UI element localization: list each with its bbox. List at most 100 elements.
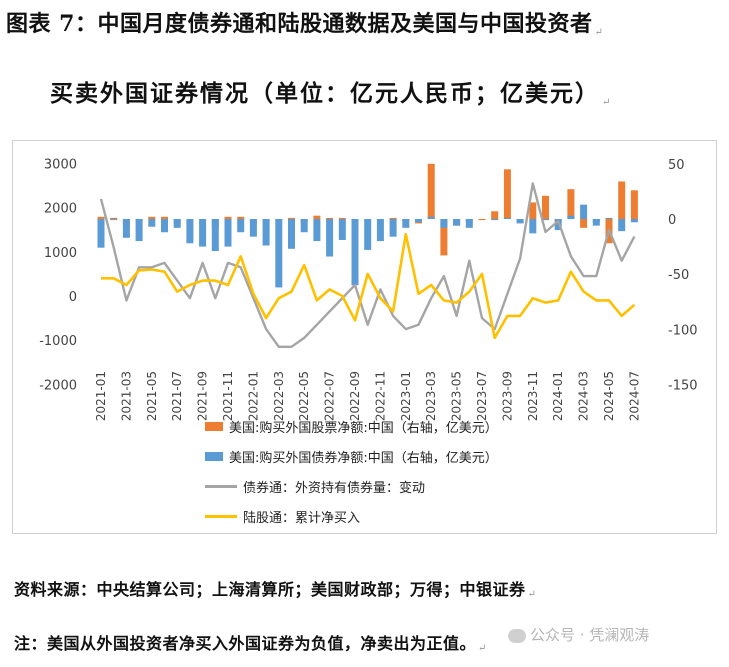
watermark: 公众号 · 凭澜观涛 bbox=[508, 624, 649, 645]
chart-container: 3000 2000 1000 0 -1000 -2000 50 0 -50 -100 -150 202… bbox=[12, 140, 717, 534]
y-right-tick-label: -50 bbox=[668, 268, 689, 283]
x-tick-label: 2022-03 bbox=[272, 371, 286, 421]
bond-bar bbox=[110, 217, 118, 219]
bond-bar bbox=[389, 219, 397, 237]
bond-bar bbox=[237, 219, 245, 233]
legend-item-bonds: 美国:购买外国债券净额:中国（右轴，亿美元） bbox=[205, 441, 498, 471]
paragraph-mark: ↵ bbox=[594, 27, 604, 38]
x-tick-label: 2023-07 bbox=[475, 371, 489, 421]
bond-bar bbox=[580, 204, 588, 219]
bond-bar bbox=[516, 219, 524, 224]
equity-bar bbox=[389, 217, 397, 219]
legend-item-equity: 美国:购买外国股票净额:中国（右轴，亿美元） bbox=[205, 411, 498, 441]
bond-bar bbox=[605, 217, 613, 219]
equity-bar bbox=[313, 215, 321, 219]
equity-bar bbox=[427, 163, 435, 219]
x-tick-label: 2021-07 bbox=[170, 371, 184, 421]
bond-bar bbox=[326, 219, 334, 257]
bond-bar bbox=[427, 216, 435, 219]
legend-swatch-orange bbox=[205, 421, 223, 431]
combo-chart: 3000 2000 1000 0 -1000 -2000 50 0 -50 -100 -150 202… bbox=[39, 158, 698, 422]
equity-bar bbox=[580, 219, 588, 228]
y-left-tick-label: -2000 bbox=[39, 378, 77, 393]
x-tick-label: 2022-09 bbox=[348, 371, 362, 421]
equity-bar bbox=[567, 189, 575, 219]
y-left-tick-label: 2000 bbox=[44, 202, 77, 217]
equity-bar bbox=[110, 219, 118, 221]
bond-bar bbox=[351, 219, 359, 286]
legend-item-bond-connect: 债券通：外资持有债券量：变动 bbox=[205, 471, 498, 501]
bond-bar bbox=[224, 219, 232, 247]
footnote: 注：美国从外国投资者净买入外国证券为负值，净卖出为正值。 ↵ bbox=[14, 634, 487, 654]
legend-item-stock-connect: 陆股通：累计净买入 bbox=[205, 501, 498, 531]
legend-swatch-blue bbox=[205, 451, 223, 461]
bond-bar bbox=[300, 219, 308, 233]
equity-bar bbox=[630, 190, 638, 219]
paragraph-mark: ↵ bbox=[527, 589, 537, 600]
x-tick-label: 2021-03 bbox=[119, 371, 133, 421]
bond-bar bbox=[97, 219, 105, 248]
x-tick-label: 2023-09 bbox=[500, 371, 514, 421]
bond-bar bbox=[592, 219, 600, 226]
bond-bar bbox=[249, 219, 257, 237]
equity-bar bbox=[478, 219, 486, 221]
bond-bar bbox=[338, 219, 346, 240]
x-tick-label: 2022-05 bbox=[297, 371, 311, 421]
x-tick-label: 2023-01 bbox=[399, 371, 413, 421]
x-tick-label: 2022-11 bbox=[373, 371, 387, 421]
bond-bar bbox=[440, 219, 448, 228]
x-tick-label: 2023-11 bbox=[526, 371, 540, 421]
legend-label: 美国:购买外国债券净额:中国（右轴，亿美元） bbox=[229, 450, 498, 466]
bond-bar bbox=[199, 219, 207, 247]
bond-bar bbox=[148, 219, 156, 227]
bond-bar bbox=[630, 219, 638, 223]
bond-bar bbox=[402, 219, 410, 228]
bond-bar bbox=[465, 219, 473, 228]
x-tick-label: 2024-07 bbox=[627, 371, 641, 421]
equity-bar bbox=[161, 216, 168, 219]
x-tick-label: 2024-03 bbox=[577, 371, 591, 421]
equity-bar bbox=[503, 169, 511, 219]
y-left-tick-label: 1000 bbox=[44, 246, 77, 261]
equity-bar bbox=[288, 217, 295, 219]
equity-bar bbox=[148, 216, 156, 219]
equity-bar bbox=[326, 217, 334, 219]
x-tick-label: 2021-05 bbox=[145, 371, 159, 421]
bond-bar bbox=[288, 219, 295, 249]
bond-bar bbox=[313, 219, 321, 242]
legend-label: 债券通：外资持有债券量：变动 bbox=[243, 480, 426, 496]
bond-bar bbox=[491, 219, 499, 221]
x-tick-label: 2022-01 bbox=[246, 371, 260, 421]
y-left-tick-label: 0 bbox=[69, 290, 77, 305]
equity-bar bbox=[491, 211, 499, 219]
bond-bar bbox=[275, 219, 283, 288]
bond-connect-line bbox=[99, 182, 636, 349]
wechat-icon bbox=[508, 628, 526, 643]
bond-bar bbox=[173, 219, 181, 228]
equity-bar bbox=[97, 216, 105, 219]
y-left-tick-label: -1000 bbox=[39, 334, 77, 349]
x-tick-label: 2021-01 bbox=[94, 371, 108, 421]
y-right-tick-label: -100 bbox=[668, 323, 698, 338]
x-tick-label: 2024-01 bbox=[551, 371, 565, 421]
bond-bar bbox=[415, 219, 422, 223]
x-tick-label: 2022-07 bbox=[323, 371, 337, 421]
bond-bar bbox=[453, 219, 461, 226]
y-right-tick-label: -150 bbox=[668, 379, 698, 394]
bond-bar bbox=[186, 219, 194, 244]
equity-bar bbox=[440, 219, 448, 256]
stock-connect-line bbox=[101, 232, 636, 340]
equity-bar bbox=[529, 202, 537, 219]
bond-bar bbox=[122, 219, 130, 238]
equity-bar bbox=[338, 217, 346, 219]
bond-bar bbox=[135, 219, 143, 242]
bond-bar bbox=[567, 215, 575, 219]
bond-bar bbox=[364, 219, 372, 250]
x-tick-label: 2021-11 bbox=[221, 371, 235, 421]
x-tick-label: 2023-03 bbox=[424, 371, 438, 421]
bond-bar bbox=[503, 217, 511, 219]
bond-bar bbox=[262, 219, 270, 246]
bond-bar bbox=[161, 219, 168, 233]
figure-title-line1: 图表 7：中国月度债券通和陆股通数据及美国与中国投资者 ↵ bbox=[6, 11, 604, 38]
bond-bar bbox=[211, 219, 219, 252]
